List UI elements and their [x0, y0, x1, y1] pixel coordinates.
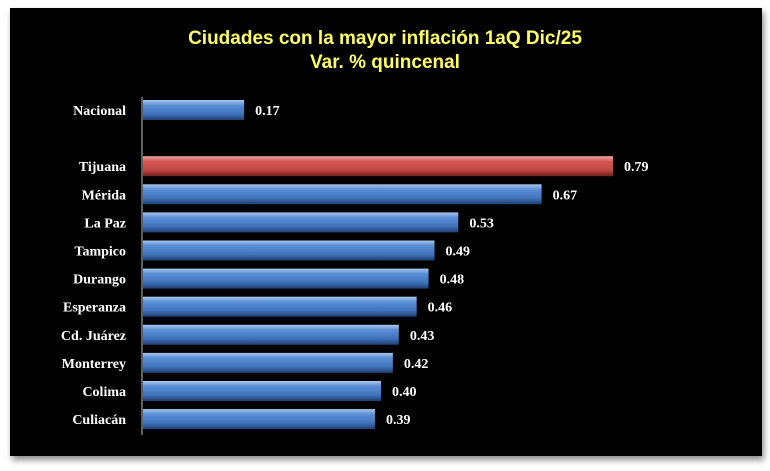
data-label: 0.49 [446, 245, 471, 260]
bar-esperanza [143, 296, 417, 317]
data-label: 0.17 [255, 104, 279, 119]
bar-durango [143, 268, 429, 289]
bar-nacional [143, 100, 245, 120]
category-label: Mérida [82, 188, 126, 203]
chart-subtitle: Var. % quincenal [310, 52, 460, 73]
category-label: Colima [82, 385, 126, 400]
data-label: 0.39 [386, 413, 411, 428]
bar-tijuana [143, 156, 613, 177]
category-label: Tampico [74, 245, 126, 260]
data-label: 0.40 [392, 385, 417, 400]
category-label: Esperanza [63, 301, 126, 316]
data-label: 0.43 [410, 329, 435, 344]
data-label: 0.46 [428, 301, 453, 316]
bar-la-paz [143, 212, 459, 233]
data-label: 0.48 [440, 273, 465, 288]
category-label: La Paz [84, 216, 126, 231]
bar-tampico [143, 240, 435, 261]
category-label: Cd. Juárez [61, 329, 126, 344]
bar-colima [143, 381, 381, 401]
data-label: 0.79 [624, 160, 649, 175]
bar-cd-ju-rez [143, 324, 399, 345]
bar-m-rida [143, 184, 542, 205]
category-label: Nacional [73, 104, 126, 119]
category-label: Tijuana [79, 160, 126, 175]
bar-culiac-n [143, 409, 376, 430]
data-label: 0.53 [469, 216, 494, 231]
data-label: 0.67 [553, 188, 578, 203]
data-label: 0.42 [404, 357, 429, 372]
bar-monterrey [143, 352, 393, 373]
chart-title: Ciudades con la mayor inflación 1aQ Dic/… [188, 28, 582, 49]
category-label: Monterrey [62, 357, 126, 372]
category-label: Durango [73, 273, 126, 288]
category-label: Culiacán [72, 413, 126, 428]
